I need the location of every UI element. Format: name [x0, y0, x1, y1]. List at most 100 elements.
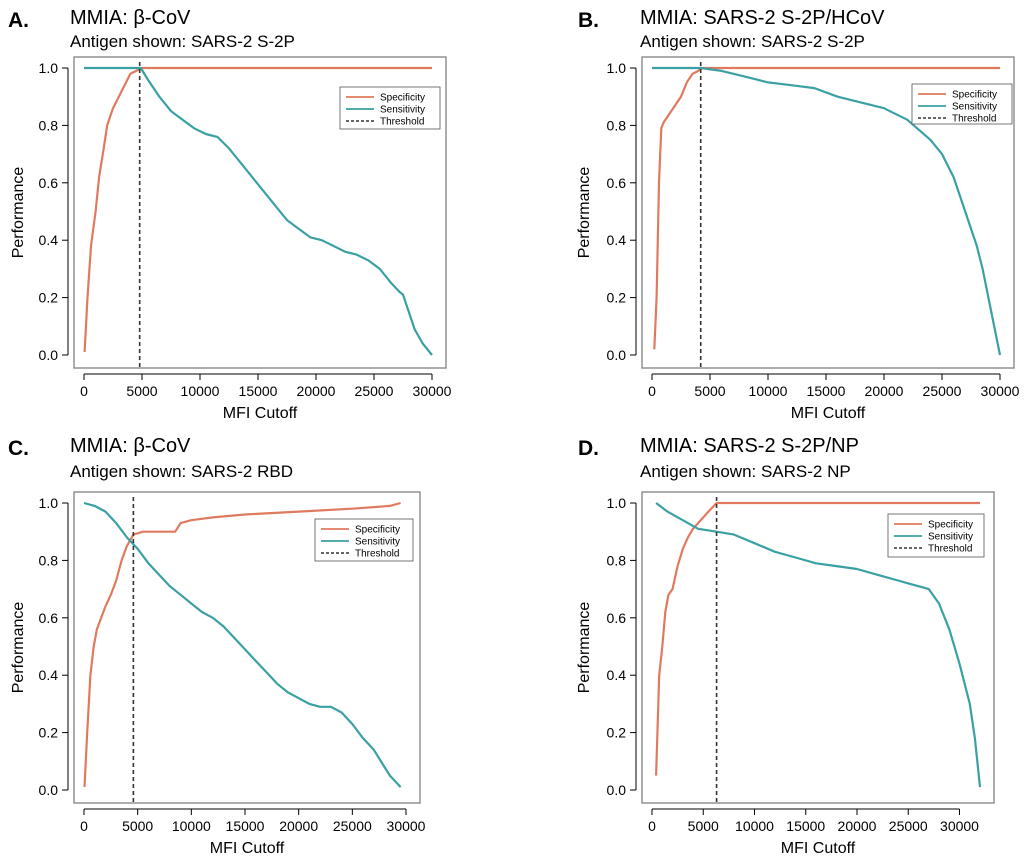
x-tick-label: 25000 [333, 818, 372, 834]
x-tick-label: 0 [80, 818, 88, 834]
x-tick-label: 10000 [749, 383, 788, 399]
panel-letter: A. [8, 9, 29, 32]
legend-label: Sensitivity [355, 537, 400, 548]
y-tick-label: 0.8 [607, 552, 627, 568]
legend-label: Sensitivity [952, 102, 997, 113]
legend-label: Specificity [355, 525, 400, 536]
series-line-specificity [653, 66, 1000, 350]
x-tick-label: 25000 [355, 383, 394, 399]
series-line-sensitivity [83, 501, 402, 788]
plot-area [73, 56, 447, 369]
y-axis-label: Performance [576, 602, 593, 694]
y-tick-label: 0.6 [39, 175, 59, 191]
x-axis-label: MFI Cutoff [223, 405, 298, 422]
series-line-sensitivity [655, 502, 982, 788]
x-tick-label: 20000 [297, 383, 336, 399]
y-tick-label: 1.0 [607, 495, 627, 511]
legend-label: Threshold [380, 117, 424, 128]
chart-title: MMIA: SARS-2 S-2P/HCoV [640, 7, 885, 29]
chart-panel-c: C. MMIA: β-CoV Antigen shown: SARS-2 RBD 0 5… [8, 435, 426, 857]
x-tick-label: 10000 [172, 818, 211, 834]
panel-letter: D. [578, 437, 599, 460]
x-tick-label: 30000 [981, 383, 1020, 399]
y-tick-label: 1.0 [39, 60, 59, 76]
x-tick-label: 30000 [413, 383, 452, 399]
x-tick-label: 20000 [838, 818, 877, 834]
y-tick-label: 0.0 [607, 347, 627, 363]
y-axis-label: Performance [10, 602, 27, 694]
legend-label: Sensitivity [380, 105, 425, 116]
series-line-sensitivity [84, 66, 433, 356]
y-tick-label: 0.4 [607, 232, 627, 248]
chart-subtitle: Antigen shown: SARS-2 RBD [70, 462, 293, 481]
x-axis-label: MFI Cutoff [210, 840, 285, 857]
panel-letter: C. [8, 437, 29, 460]
y-tick-label: 0.2 [607, 290, 627, 306]
y-tick-label: 0.8 [607, 117, 627, 133]
y-tick-label: 0.0 [39, 782, 59, 798]
x-tick-label: 0 [648, 818, 656, 834]
chart-title: MMIA: β-CoV [70, 435, 191, 457]
series-line-specificity [655, 501, 980, 776]
x-tick-label: 30000 [387, 818, 426, 834]
y-axis-label: Performance [10, 167, 27, 259]
series-line-specificity [83, 66, 432, 353]
x-tick-label: 5000 [694, 383, 725, 399]
chart-panel-d: D. MMIA: SARS-2 S-2P/NP Antigen shown: SAR… [576, 435, 995, 857]
x-tick-label: 10000 [181, 383, 220, 399]
legend-label: Threshold [952, 114, 996, 125]
chart-subtitle: Antigen shown: SARS-2 S-2P [70, 32, 295, 51]
panel-letter: B. [578, 9, 599, 32]
x-axis-label: MFI Cutoff [791, 405, 866, 422]
legend-box [339, 86, 441, 130]
x-tick-label: 15000 [786, 818, 825, 834]
x-tick-label: 15000 [226, 818, 265, 834]
y-axis-label: Performance [576, 167, 593, 259]
x-tick-label: 15000 [239, 383, 278, 399]
y-tick-label: 0.4 [39, 232, 59, 248]
x-tick-label: 5000 [126, 383, 157, 399]
y-tick-label: 0.4 [39, 667, 59, 683]
y-tick-label: 0.2 [607, 725, 627, 741]
y-tick-label: 0.8 [39, 117, 59, 133]
y-tick-label: 0.0 [39, 347, 59, 363]
y-tick-label: 0.4 [607, 667, 627, 683]
legend-label: Threshold [355, 549, 399, 560]
y-tick-label: 1.0 [39, 495, 59, 511]
legend-label: Specificity [380, 93, 425, 104]
x-tick-label: 0 [648, 383, 656, 399]
y-tick-label: 0.2 [39, 725, 59, 741]
x-tick-label: 25000 [889, 818, 928, 834]
plot-area [641, 56, 1015, 369]
legend-label: Specificity [928, 520, 973, 531]
y-tick-label: 0.6 [39, 610, 59, 626]
legend-label: Threshold [928, 544, 972, 555]
legend-label: Sensitivity [928, 532, 973, 543]
y-tick-label: 0.6 [607, 175, 627, 191]
x-tick-label: 15000 [807, 383, 846, 399]
chart-title: MMIA: β-CoV [70, 7, 191, 29]
plot-area [73, 491, 421, 804]
x-tick-label: 20000 [865, 383, 904, 399]
y-tick-label: 1.0 [607, 60, 627, 76]
chart-subtitle: Antigen shown: SARS-2 NP [640, 462, 851, 481]
x-tick-label: 20000 [279, 818, 318, 834]
series-line-sensitivity [652, 66, 1002, 356]
y-tick-label: 0.6 [607, 610, 627, 626]
chart-panel-a: A. MMIA: β-CoV Antigen shown: SARS-2 S-2P 0… [8, 7, 452, 422]
x-axis-label: MFI Cutoff [781, 840, 856, 857]
chart-subtitle: Antigen shown: SARS-2 S-2P [640, 32, 865, 51]
y-tick-label: 0.8 [39, 552, 59, 568]
x-tick-label: 30000 [940, 818, 979, 834]
y-tick-label: 0.2 [39, 290, 59, 306]
x-tick-label: 5000 [688, 818, 719, 834]
chart-title: MMIA: SARS-2 S-2P/NP [640, 435, 859, 457]
x-tick-label: 5000 [122, 818, 153, 834]
legend-label: Specificity [952, 90, 997, 101]
x-tick-label: 0 [80, 383, 88, 399]
y-tick-label: 0.0 [607, 782, 627, 798]
x-tick-label: 10000 [735, 818, 774, 834]
x-tick-label: 25000 [923, 383, 962, 399]
legend-box [314, 518, 414, 562]
